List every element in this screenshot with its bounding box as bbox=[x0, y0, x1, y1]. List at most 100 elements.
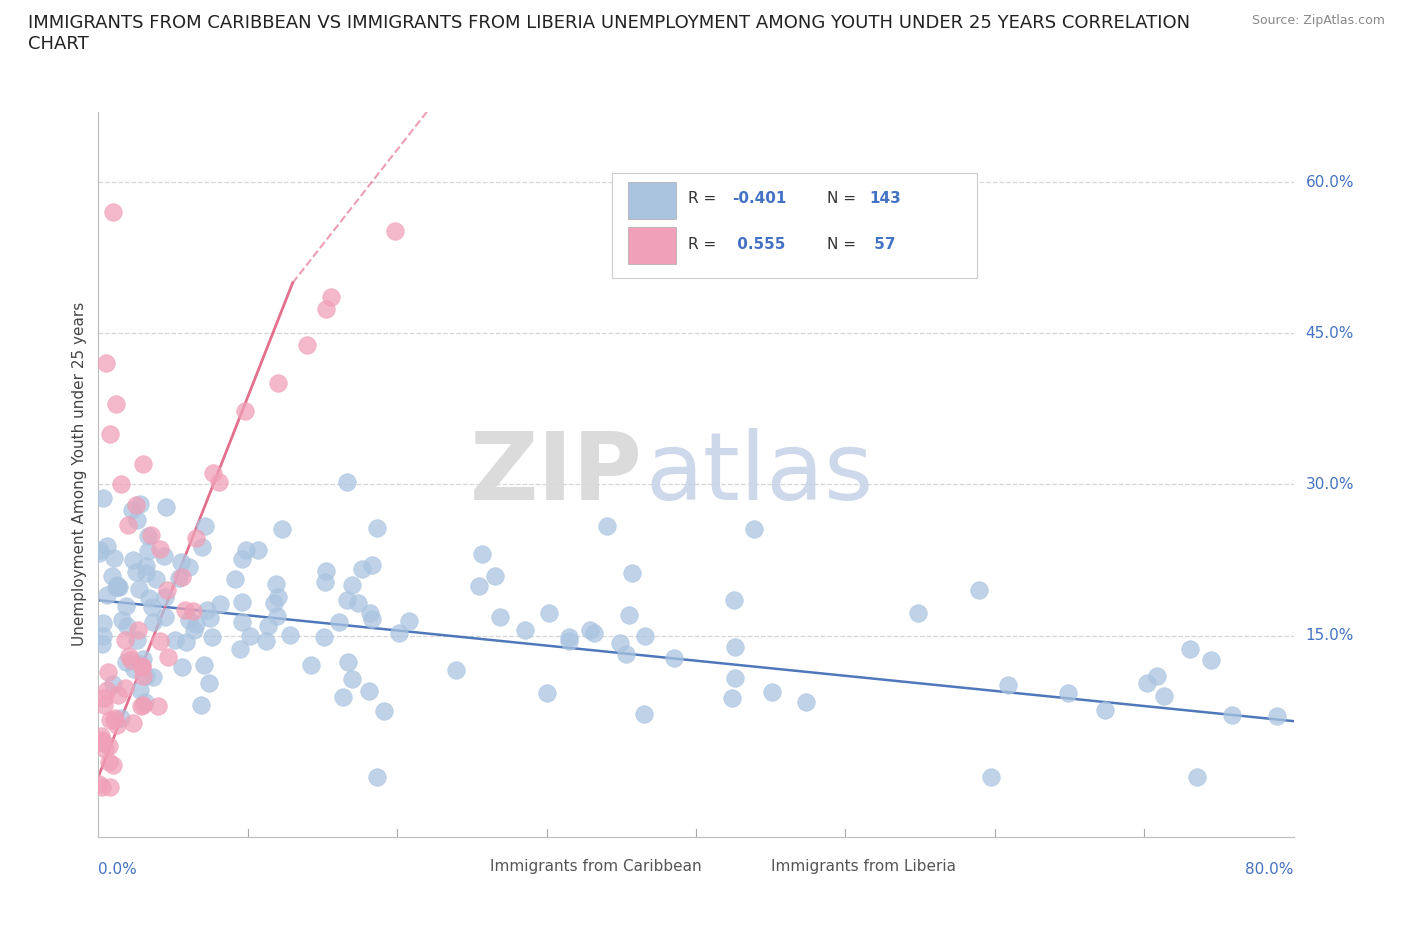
Point bbox=[167, 570, 190, 585]
Point bbox=[170, 554, 193, 569]
Point bbox=[190, 698, 212, 712]
Point bbox=[235, 543, 257, 558]
Point bbox=[723, 592, 745, 607]
Point bbox=[104, 711, 127, 725]
Text: IMMIGRANTS FROM CARIBBEAN VS IMMIGRANTS FROM LIBERIA UNEMPLOYMENT AMONG YOUTH UN: IMMIGRANTS FROM CARIBBEAN VS IMMIGRANTS … bbox=[28, 14, 1191, 53]
Point bbox=[141, 600, 163, 615]
Text: R =: R = bbox=[688, 236, 721, 251]
Point bbox=[254, 634, 277, 649]
Text: 143: 143 bbox=[869, 192, 901, 206]
Point bbox=[97, 754, 120, 769]
Text: 0.555: 0.555 bbox=[733, 236, 785, 251]
Point bbox=[239, 629, 262, 644]
FancyBboxPatch shape bbox=[628, 227, 676, 264]
Point bbox=[135, 565, 157, 580]
Point bbox=[1222, 708, 1244, 723]
Point bbox=[118, 649, 141, 664]
Point bbox=[195, 603, 218, 618]
Point bbox=[91, 735, 114, 750]
Point bbox=[107, 579, 129, 594]
Point bbox=[314, 575, 336, 590]
Point bbox=[359, 605, 381, 620]
Point bbox=[231, 594, 253, 609]
Point bbox=[136, 544, 159, 559]
Point bbox=[263, 596, 285, 611]
Text: 0.0%: 0.0% bbox=[98, 862, 138, 877]
FancyBboxPatch shape bbox=[449, 854, 485, 878]
Point bbox=[1187, 769, 1209, 784]
Point bbox=[103, 551, 125, 565]
Text: 80.0%: 80.0% bbox=[1246, 862, 1294, 877]
Point bbox=[299, 658, 322, 672]
Text: N =: N = bbox=[827, 236, 862, 251]
Point bbox=[361, 558, 384, 573]
Point bbox=[557, 630, 579, 644]
Point bbox=[103, 205, 125, 219]
Point bbox=[350, 562, 373, 577]
Text: 60.0%: 60.0% bbox=[1306, 175, 1354, 190]
Point bbox=[347, 595, 370, 610]
Point bbox=[314, 630, 336, 644]
Point bbox=[87, 546, 110, 561]
Point bbox=[132, 457, 155, 472]
Point bbox=[315, 564, 337, 578]
Point bbox=[193, 658, 215, 672]
Point bbox=[664, 650, 686, 665]
Point bbox=[595, 518, 617, 533]
Point bbox=[468, 578, 491, 593]
Text: 30.0%: 30.0% bbox=[1306, 477, 1354, 492]
Point bbox=[724, 671, 747, 685]
Point bbox=[267, 376, 290, 391]
Point bbox=[208, 474, 231, 489]
Point bbox=[128, 683, 150, 698]
Point bbox=[609, 636, 631, 651]
Point bbox=[115, 618, 138, 633]
Point bbox=[172, 569, 194, 584]
Point bbox=[471, 546, 494, 561]
Point bbox=[794, 695, 817, 710]
Point bbox=[96, 683, 118, 698]
Point bbox=[91, 629, 114, 644]
Point bbox=[536, 685, 558, 700]
Point bbox=[93, 698, 115, 712]
Point bbox=[337, 655, 360, 670]
Point bbox=[366, 521, 388, 536]
Point bbox=[319, 289, 342, 304]
Point bbox=[200, 610, 222, 625]
Point bbox=[229, 642, 252, 657]
FancyBboxPatch shape bbox=[613, 173, 977, 278]
Point bbox=[90, 779, 112, 794]
Point bbox=[101, 569, 124, 584]
Point bbox=[633, 707, 655, 722]
Point bbox=[105, 717, 128, 732]
Point bbox=[183, 622, 205, 637]
Point bbox=[153, 549, 176, 564]
Point bbox=[181, 604, 204, 618]
Point bbox=[90, 732, 112, 747]
Point bbox=[557, 633, 579, 648]
Point bbox=[129, 497, 152, 512]
Point bbox=[361, 611, 384, 626]
Point bbox=[198, 675, 221, 690]
Point bbox=[105, 580, 128, 595]
Text: Immigrants from Liberia: Immigrants from Liberia bbox=[772, 858, 956, 873]
Point bbox=[201, 630, 224, 644]
Point bbox=[1265, 709, 1288, 724]
Point bbox=[97, 738, 120, 753]
Point bbox=[129, 698, 152, 713]
Point bbox=[98, 427, 122, 442]
Point bbox=[114, 654, 136, 669]
Point bbox=[444, 663, 467, 678]
Point bbox=[125, 565, 148, 579]
Point bbox=[111, 613, 134, 628]
Point bbox=[157, 650, 180, 665]
Text: N =: N = bbox=[827, 192, 862, 206]
Point bbox=[94, 741, 117, 756]
Point bbox=[340, 671, 363, 686]
Point bbox=[969, 583, 991, 598]
Point bbox=[484, 569, 506, 584]
Text: atlas: atlas bbox=[645, 429, 875, 520]
Text: Source: ZipAtlas.com: Source: ZipAtlas.com bbox=[1251, 14, 1385, 27]
Point bbox=[139, 527, 162, 542]
Point bbox=[98, 712, 121, 727]
